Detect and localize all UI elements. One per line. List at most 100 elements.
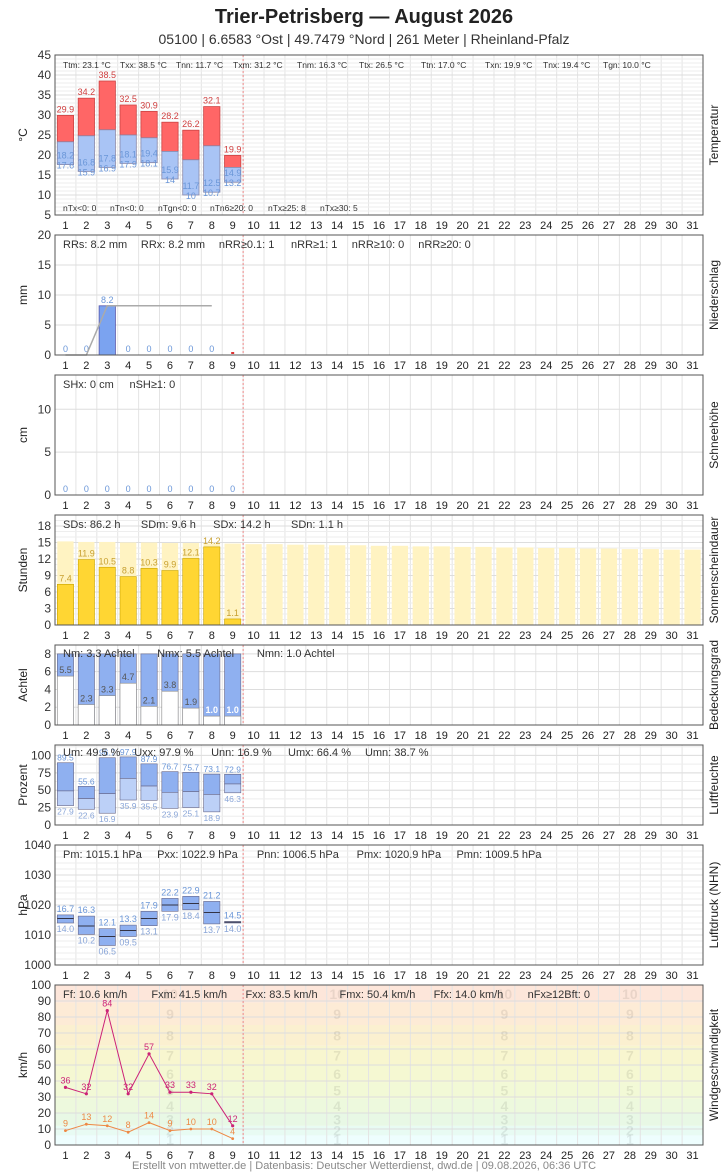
wind-beaufort-label: 1 xyxy=(333,1131,341,1147)
feuchte-xtick-label: 5 xyxy=(146,830,152,842)
niederschlag-xtick-label: 21 xyxy=(477,360,489,372)
sun-possible-bar xyxy=(496,547,513,625)
wind-stat: Ff: 10.6 km/h xyxy=(63,989,127,1001)
niederschlag-xtick-label: 24 xyxy=(540,360,552,372)
temp-min-label: 18.1 xyxy=(140,159,158,169)
feuchte-xtick-label: 26 xyxy=(582,830,594,842)
niederschlag-ylabel: mm xyxy=(16,285,30,305)
niederschlag-xtick-label: 2 xyxy=(83,360,89,372)
sun-bar xyxy=(161,570,179,626)
humidity-min-label: 23.9 xyxy=(162,809,179,819)
bedeckung-xtick-label: 2 xyxy=(83,730,89,742)
pressure-max-label: 16.3 xyxy=(78,905,96,915)
feuchte-xtick-label: 24 xyxy=(540,830,552,842)
wind-gust-point xyxy=(210,1092,214,1096)
humidity-max-label: 55.6 xyxy=(78,776,95,786)
wind-beaufort-band xyxy=(55,1082,703,1099)
wind-xtick-label: 28 xyxy=(624,1150,636,1162)
temperatur-xtick-label: 8 xyxy=(209,220,215,232)
sonne-ytick-label: 9 xyxy=(44,569,51,583)
bedeckung-xtick-label: 28 xyxy=(624,730,636,742)
feuchte-ytick-label: 25 xyxy=(38,801,52,815)
feuchte-xtick-label: 13 xyxy=(310,830,322,842)
wind-beaufort-label: 1 xyxy=(501,1131,509,1147)
schnee-frame xyxy=(54,374,704,496)
schnee-panel-title: Schneehöhe xyxy=(707,401,721,469)
temperatur-xtick-label: 18 xyxy=(415,220,427,232)
bedeckung-xtick-label: 23 xyxy=(519,730,531,742)
cloud-bar xyxy=(56,675,74,726)
sun-value-label: 11.9 xyxy=(78,549,95,559)
sonne-xtick-label: 19 xyxy=(436,630,448,642)
schnee-xtick-label: 30 xyxy=(666,500,678,512)
sun-bar xyxy=(77,559,95,626)
wind-gust-label: 84 xyxy=(102,999,112,1009)
wind-beaufort-label: 4 xyxy=(501,1098,509,1114)
feuchte-xtick-label: 19 xyxy=(436,830,448,842)
pressure-min-label: 13.7 xyxy=(203,925,221,935)
feuchte-xtick-label: 28 xyxy=(624,830,636,842)
cloud-value-label: 3.3 xyxy=(101,685,114,695)
niederschlag-xtick-label: 30 xyxy=(666,360,678,372)
schnee-xtick-label: 4 xyxy=(125,500,131,512)
schnee-xtick-label: 5 xyxy=(146,500,152,512)
feuchte-xtick-label: 11 xyxy=(269,830,280,842)
wind-beaufort-label: 6 xyxy=(166,1066,174,1082)
wind-beaufort-label: 1 xyxy=(166,1131,174,1147)
bedeckung-xtick-label: 20 xyxy=(456,730,468,742)
schnee-xtick-label: 17 xyxy=(394,500,406,512)
wind-xtick-label: 22 xyxy=(498,1150,510,1162)
wind-xtick-label: 24 xyxy=(540,1150,552,1162)
schnee-xtick-label: 22 xyxy=(498,500,510,512)
luftdruck-xtick-label: 17 xyxy=(394,970,406,982)
sonne-xtick-label: 22 xyxy=(498,630,510,642)
wind-beaufort-label: 4 xyxy=(166,1098,174,1114)
wind-gust-point xyxy=(84,1092,88,1096)
temp-bar-upper xyxy=(224,154,242,168)
bedeckung-xtick-label: 16 xyxy=(373,730,385,742)
sun-bar xyxy=(140,568,158,626)
wind-gust-point xyxy=(126,1092,130,1096)
sonne-xtick-label: 11 xyxy=(269,630,280,642)
humidity-min-label: 16.9 xyxy=(99,814,116,824)
sun-value-label: 7.4 xyxy=(59,573,72,583)
humidity-max-label: 72.9 xyxy=(224,764,241,774)
wind-beaufort-label: 3 xyxy=(626,1111,634,1127)
wind-xtick-label: 23 xyxy=(519,1150,531,1162)
wind-beaufort-label: 2 xyxy=(333,1123,341,1139)
wind-ytick-label: 50 xyxy=(38,1058,52,1072)
temp-min-label-upper: 16.8 xyxy=(78,157,96,167)
cloud-bar xyxy=(182,707,200,726)
niederschlag-stat: nRR≥20: 0 xyxy=(418,239,471,251)
wind-mean-label: 4 xyxy=(230,1127,235,1137)
cloud-value-label: 4.7 xyxy=(122,672,135,682)
feuchte-ytick-label: 50 xyxy=(38,783,52,797)
bedeckung-xtick-label: 30 xyxy=(666,730,678,742)
wind-xtick-label: 29 xyxy=(645,1150,657,1162)
bedeckung-xtick-label: 10 xyxy=(247,730,259,742)
feuchte-xtick-label: 4 xyxy=(125,830,131,842)
bedeckung-xtick-label: 3 xyxy=(104,730,110,742)
feuchte-xtick-label: 30 xyxy=(666,830,678,842)
bedeckung-panel-title: Bedeckungsgrad xyxy=(707,640,721,730)
pressure-min-label: 13.1 xyxy=(140,927,158,937)
cloud-bar xyxy=(161,690,179,726)
wind-xtick-label: 1 xyxy=(62,1150,68,1162)
schnee-xtick-label: 2 xyxy=(83,500,89,512)
schnee-ylabel: cm xyxy=(16,427,30,443)
sun-bar xyxy=(98,566,116,626)
wind-beaufort-label: 6 xyxy=(333,1066,341,1082)
wind-beaufort-label: 10 xyxy=(329,986,345,1002)
temp-stat-count: nTx≥30: 5 xyxy=(320,203,358,213)
feuchte-stat: Umx: 66.4 % xyxy=(288,747,351,759)
niederschlag-xtick-label: 1 xyxy=(62,360,68,372)
feuchte-xtick-label: 20 xyxy=(456,830,468,842)
temp-stat-count: nTn<0: 0 xyxy=(110,203,144,213)
luftdruck-xtick-label: 13 xyxy=(310,970,322,982)
bedeckung-ylabel: Achtel xyxy=(16,668,30,701)
temp-min-label: 14 xyxy=(165,175,175,185)
schnee-xtick-label: 28 xyxy=(624,500,636,512)
temperatur-xtick-label: 6 xyxy=(167,220,173,232)
sun-possible-bar xyxy=(538,548,555,625)
